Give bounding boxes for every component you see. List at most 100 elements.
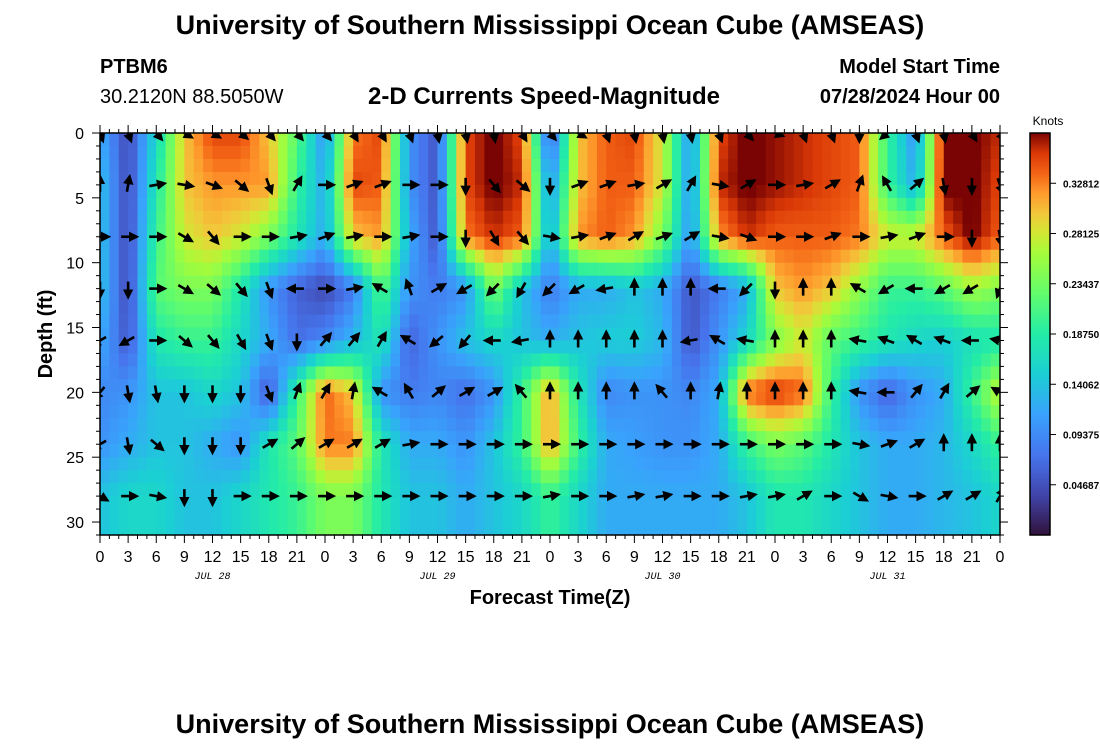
heat-cell: [812, 145, 823, 160]
heat-cell: [475, 522, 485, 535]
heat-cell: [896, 145, 907, 160]
x-tick-label: 12: [654, 549, 672, 566]
heat-cell: [906, 158, 917, 173]
heat-cell: [146, 262, 157, 277]
heat-cell: [259, 431, 270, 445]
heat-cell: [362, 496, 373, 510]
heat-cell: [850, 210, 860, 225]
heat-cell: [831, 223, 842, 238]
heat-cell: [625, 288, 635, 303]
y-tick-label: 30: [66, 515, 84, 532]
heat-cell: [878, 275, 889, 290]
heat-cell: [165, 509, 176, 523]
heat-cell: [925, 496, 935, 510]
heat-cell: [278, 145, 289, 160]
heat-cell: [400, 418, 410, 432]
heat-cell: [765, 262, 776, 277]
heat-cell: [343, 496, 354, 510]
heat-cell: [100, 301, 110, 316]
heat-cell: [287, 288, 298, 303]
heat-cell: [184, 522, 195, 535]
heat-cell: [643, 418, 654, 432]
heat-cell: [896, 133, 907, 147]
heat-cell: [737, 197, 748, 212]
heat-cell: [990, 392, 1000, 406]
heat-cell: [690, 327, 701, 342]
heat-cell: [475, 509, 485, 523]
heat-cell: [784, 133, 795, 147]
current-arrow: [711, 179, 730, 191]
heat-cell: [250, 158, 260, 173]
heat-cell: [409, 184, 420, 199]
heat-cell: [156, 496, 167, 510]
heat-cell: [109, 210, 120, 225]
heat-cell: [296, 301, 307, 316]
heat-cell: [540, 197, 551, 212]
heat-cell: [231, 262, 242, 277]
heat-cell: [334, 133, 345, 147]
heat-cell: [193, 133, 204, 147]
heat-cell: [634, 301, 645, 316]
current-arrow: [743, 133, 755, 142]
heat-cell: [418, 457, 429, 471]
heat-cell: [784, 392, 795, 406]
current-arrow: [767, 490, 786, 502]
heat-cell: [540, 457, 551, 471]
heat-cell: [793, 353, 804, 368]
heat-cell: [212, 158, 223, 173]
current-arrow: [235, 282, 248, 298]
heat-cell: [137, 223, 148, 238]
heat-cell: [559, 210, 570, 225]
heat-cell: [465, 197, 476, 212]
heat-cell: [700, 327, 710, 342]
current-arrow: [655, 490, 674, 502]
heat-cell: [259, 327, 270, 342]
heat-cell: [212, 184, 223, 199]
heat-cell: [953, 158, 964, 173]
heat-cell: [503, 210, 514, 225]
heat-cell: [390, 158, 401, 173]
heat-cell: [587, 184, 598, 199]
current-arrow: [404, 278, 415, 296]
heat-cell: [484, 223, 495, 238]
heat-cell: [231, 353, 242, 368]
heat-cell: [428, 405, 439, 419]
heat-cell: [418, 496, 429, 510]
heat-cell: [821, 353, 832, 368]
heat-cell: [643, 171, 654, 186]
heat-cell: [400, 470, 410, 484]
heat-cell: [990, 158, 1000, 173]
heat-cell: [109, 236, 120, 251]
heat-cell: [437, 340, 448, 355]
heat-cell: [390, 483, 401, 497]
heat-cell: [962, 340, 973, 355]
heat-cell: [981, 418, 992, 432]
heat-cell: [137, 470, 148, 484]
heat-cell: [512, 444, 523, 458]
heat-cell: [896, 366, 907, 380]
heat-cell: [475, 353, 485, 368]
heat-cell: [681, 496, 692, 510]
heat-cell: [981, 236, 992, 251]
heat-cell: [250, 483, 260, 497]
heat-cell: [193, 470, 204, 484]
current-arrow: [994, 284, 1000, 300]
heat-cell: [615, 366, 626, 380]
heat-cell: [550, 223, 560, 238]
heat-cell: [362, 444, 373, 458]
heat-cell: [146, 353, 157, 368]
heat-cell: [709, 405, 720, 419]
heat-cell: [737, 262, 748, 277]
heat-cell: [456, 509, 467, 523]
heat-cell: [896, 184, 907, 199]
heat-cell: [184, 327, 195, 342]
heat-cell: [878, 470, 889, 484]
heat-cell: [325, 431, 335, 445]
heat-cell: [803, 496, 814, 510]
heat-cell: [278, 223, 289, 238]
heat-cell: [203, 405, 214, 419]
heat-cell: [493, 262, 504, 277]
heat-cell: [456, 366, 467, 380]
heat-cell: [690, 184, 701, 199]
heat-cell: [784, 522, 795, 535]
